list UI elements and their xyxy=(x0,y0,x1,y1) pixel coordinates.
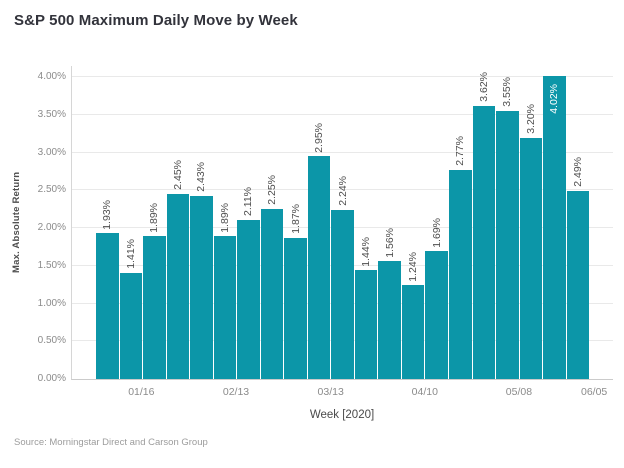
bar-value-label: 4.02% xyxy=(548,83,561,114)
x-tick-label: 01/16 xyxy=(128,386,155,398)
bar-value-label: 2.43% xyxy=(195,161,208,192)
bar-value-label: 2.49% xyxy=(571,157,584,188)
bar[interactable]: 2.25% xyxy=(260,175,284,379)
bar-value-label: 1.41% xyxy=(124,238,137,269)
bar-value-label: 3.20% xyxy=(524,103,537,134)
gridline xyxy=(72,76,613,78)
bar-value-label: 1.44% xyxy=(359,236,372,267)
gridline xyxy=(72,113,613,115)
y-tick-label: 3.50% xyxy=(37,108,66,120)
bar[interactable]: 1.41% xyxy=(119,239,143,379)
bar-value-label: 1.93% xyxy=(101,199,114,230)
y-tick-label: 0.00% xyxy=(37,373,66,384)
y-tick-label: 2.00% xyxy=(37,222,66,234)
bar[interactable]: 1.87% xyxy=(284,204,307,379)
plot-area: 1.93% 1.41% 1.89% 2.45% 2.43% 1.89% 2.11% 2.25%… xyxy=(71,66,613,380)
y-tick-label: 0.50% xyxy=(37,335,66,347)
bar-value-label: 2.25% xyxy=(265,175,278,206)
bar-value-label: 2.77% xyxy=(453,136,466,166)
bar[interactable]: 3.62% xyxy=(472,72,496,379)
bar[interactable]: 1.69% xyxy=(425,218,448,379)
bars-container: 1.93% 1.41% 1.89% 2.45% 2.43% 1.89% 2.11% 2.25%… xyxy=(72,66,613,379)
bar-value-label: 1.69% xyxy=(430,217,443,248)
x-tick-label: 03/13 xyxy=(317,386,344,398)
y-tick-label: 4.00% xyxy=(37,71,66,83)
bar[interactable]: 2.43% xyxy=(190,162,213,379)
x-tick-label: 04/10 xyxy=(411,386,438,398)
bar[interactable]: 2.49% xyxy=(566,157,590,379)
y-tick-label: 1.50% xyxy=(37,259,66,271)
bar[interactable]: 2.95% xyxy=(307,123,331,379)
source-note: Source: Morningstar Direct and Carson Gr… xyxy=(14,437,208,448)
bar-value-label: 1.24% xyxy=(406,251,419,282)
bar[interactable]: 1.89% xyxy=(143,203,166,379)
bar[interactable]: 2.24% xyxy=(331,176,354,379)
bar-value-label: 2.24% xyxy=(336,176,349,206)
x-axis-title: Week [2020] xyxy=(309,409,375,421)
bar[interactable]: 1.89% xyxy=(213,203,237,379)
y-tick-label: 3.00% xyxy=(37,146,66,158)
bar-value-label: 3.55% xyxy=(501,77,514,108)
bar[interactable]: 1.56% xyxy=(378,228,401,379)
bar-value-label: 2.95% xyxy=(312,122,325,153)
x-tick-label: 06/05 xyxy=(581,386,608,398)
chart-title: S&P 500 Maximum Daily Move by Week xyxy=(14,12,298,29)
bar[interactable]: 2.11% xyxy=(237,187,260,379)
x-tick-label: 05/08 xyxy=(505,386,533,398)
bar[interactable]: 3.55% xyxy=(496,77,519,379)
gridline xyxy=(72,151,613,153)
x-tick-label: 02/13 xyxy=(222,386,250,398)
bar-value-label: 2.45% xyxy=(171,160,184,191)
bar-value-label: 1.89% xyxy=(148,202,161,233)
bar-value-label: 1.89% xyxy=(218,202,231,233)
bar[interactable]: 2.45% xyxy=(166,160,190,379)
bar[interactable]: 3.20% xyxy=(519,104,543,379)
bar[interactable]: 4.02% xyxy=(543,75,566,379)
bar-value-label: 2.11% xyxy=(242,186,255,216)
y-tick-label: 1.00% xyxy=(37,297,66,309)
bar-value-label: 1.87% xyxy=(289,204,302,234)
bar-value-label: 1.56% xyxy=(383,227,396,258)
bar[interactable]: 1.24% xyxy=(401,252,425,379)
bar[interactable]: 1.44% xyxy=(354,237,378,379)
gridline xyxy=(72,189,613,191)
bar[interactable]: 2.77% xyxy=(448,136,472,379)
bar-value-label: 3.62% xyxy=(477,72,490,102)
y-tick-label: 2.50% xyxy=(37,184,66,196)
bar[interactable]: 1.93% xyxy=(96,200,119,379)
